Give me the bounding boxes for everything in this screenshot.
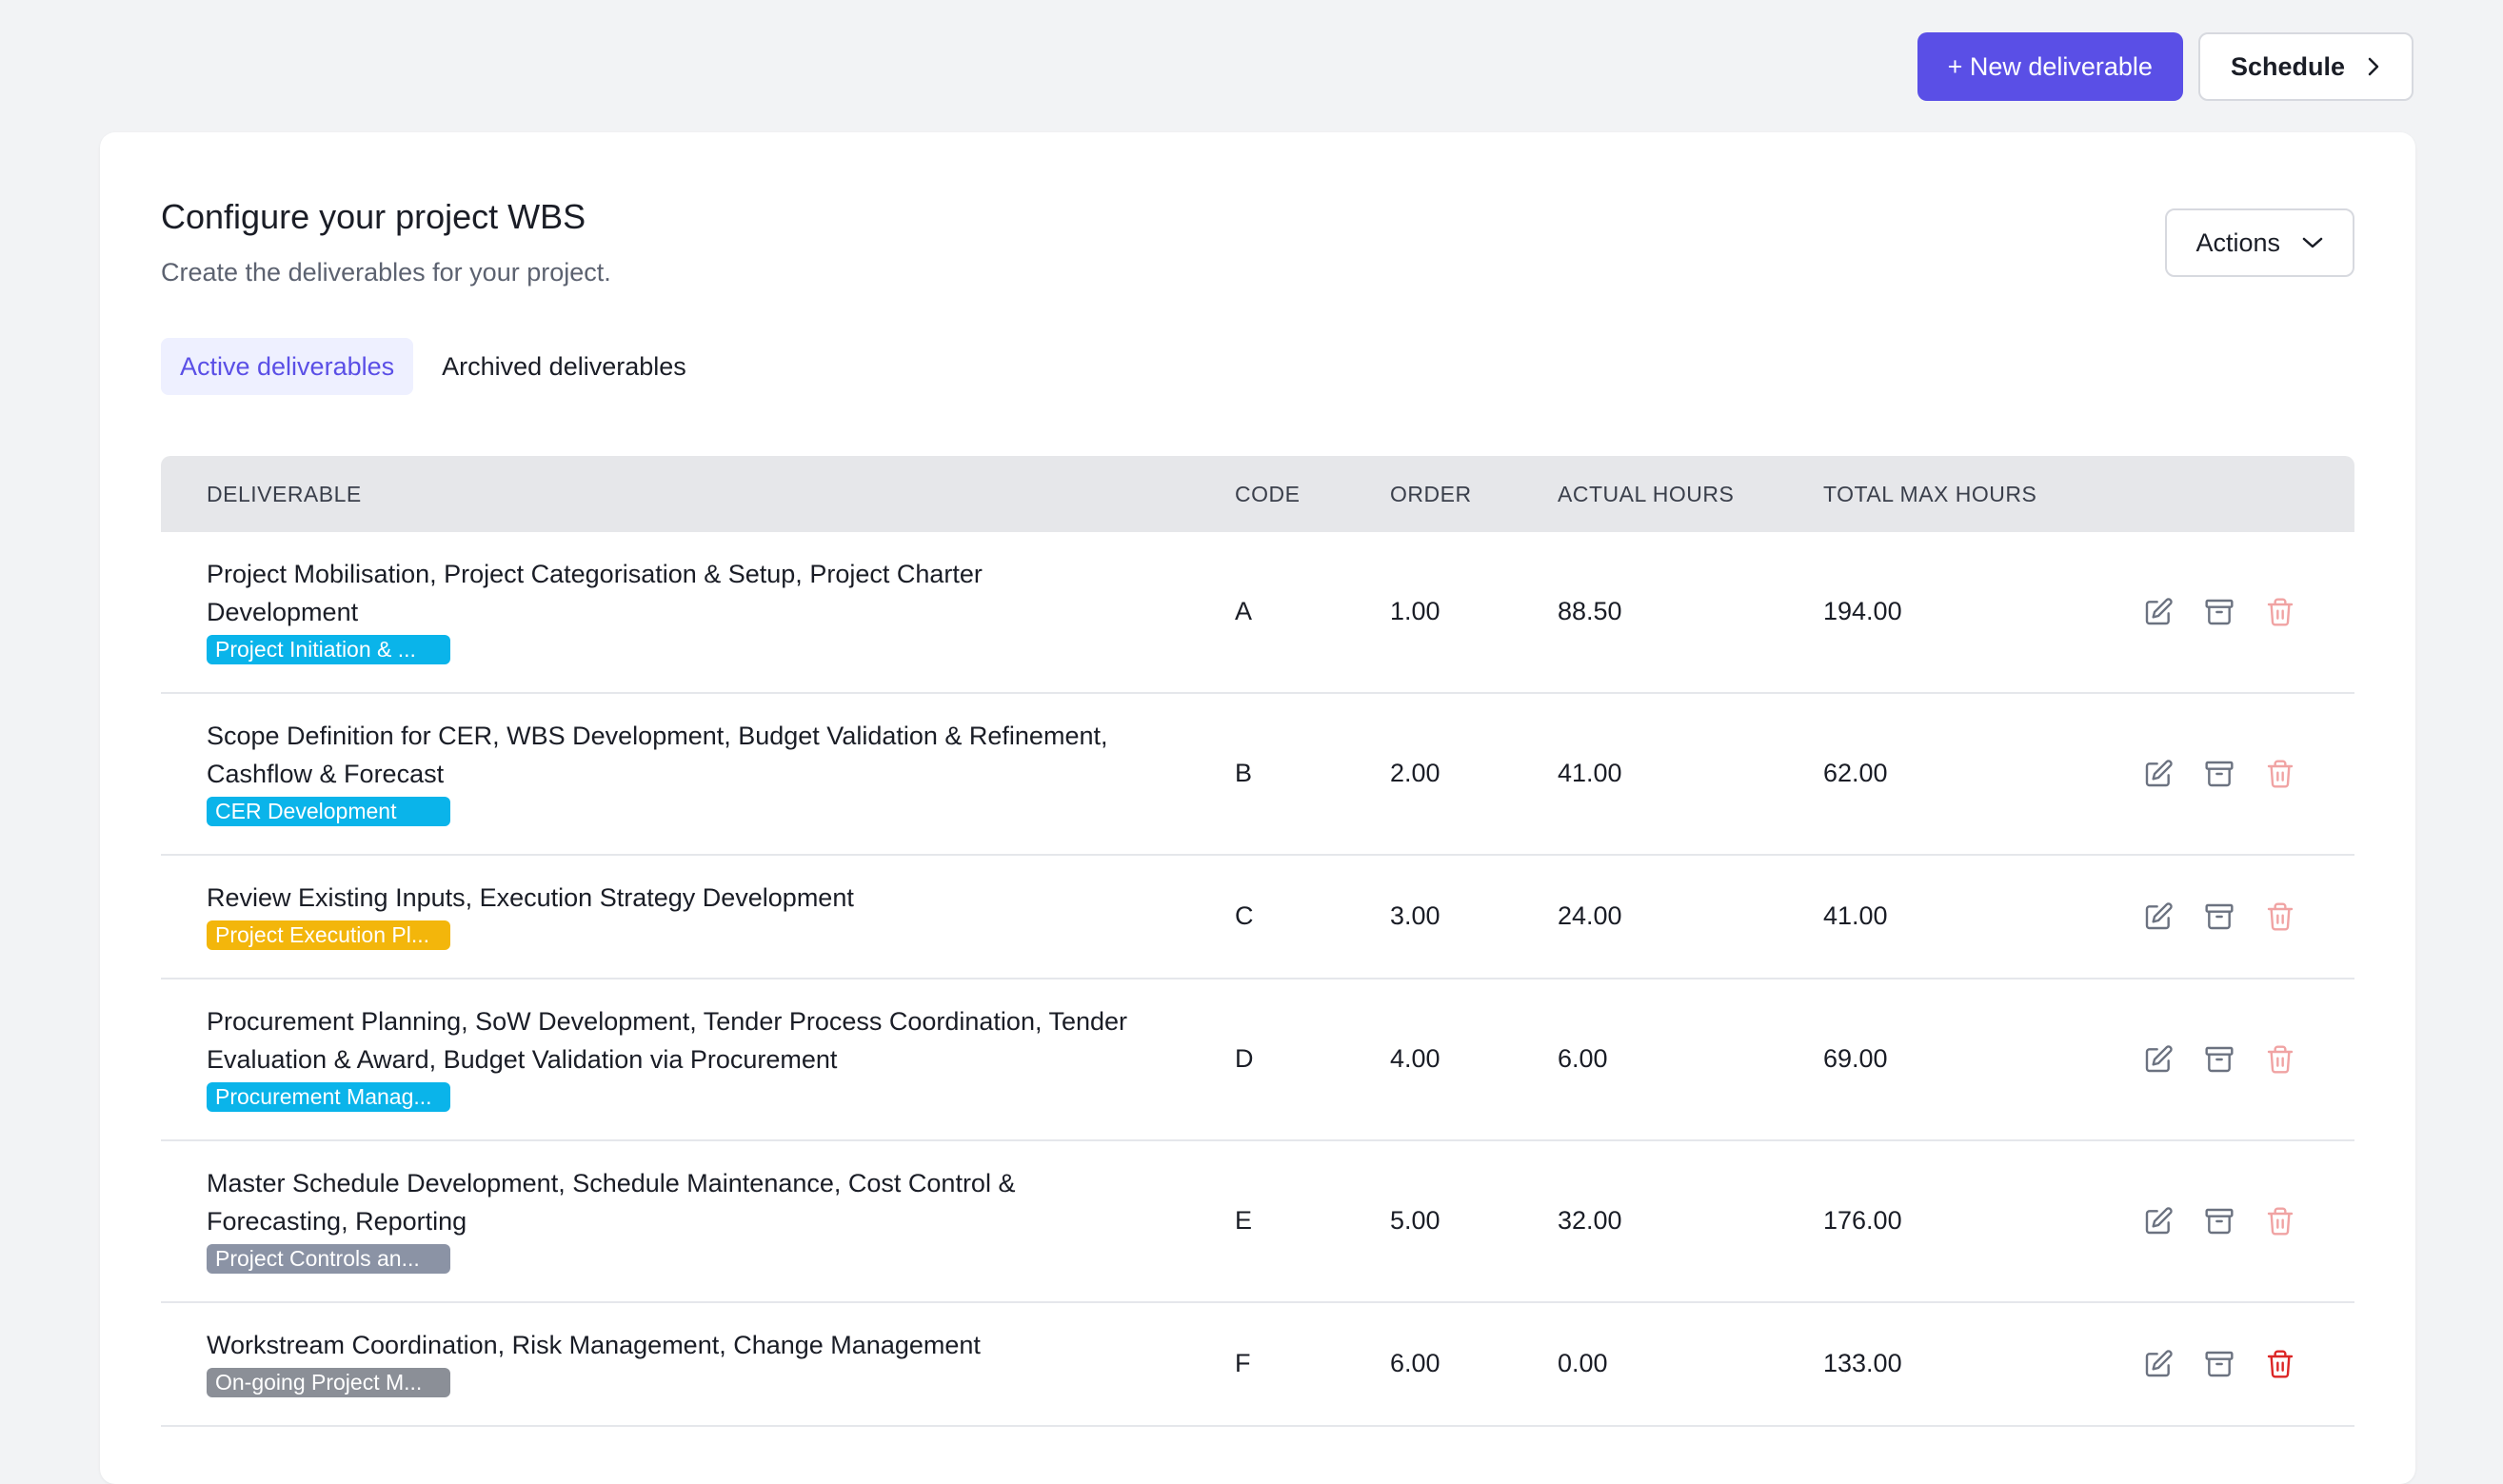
column-header-actual-hours: ACTUAL HOURS [1558, 482, 1735, 506]
table-header: DELIVERABLE CODE ORDER ACTUAL HOURS TOTA… [161, 456, 2354, 532]
deliverable-cell: Scope Definition for CER, WBS Developmen… [207, 717, 1140, 831]
schedule-button[interactable]: Schedule [2197, 32, 2414, 101]
table-body: Project Mobilisation, Project Categorisa… [161, 532, 2354, 1427]
page-subtitle: Create the deliverables for your project… [161, 258, 611, 287]
deliverable-cell: Review Existing Inputs, Execution Strate… [207, 879, 1140, 955]
column-header-code: CODE [1235, 482, 1301, 506]
row-actions [2143, 1349, 2295, 1379]
trash-icon[interactable] [2265, 1349, 2295, 1379]
edit-icon[interactable] [2143, 759, 2174, 789]
archive-icon[interactable] [2204, 759, 2235, 789]
total-max-hours-cell: 194.00 [1823, 597, 1902, 625]
deliverable-category-tag: CER Development [207, 797, 450, 826]
deliverable-category-tag: Project Execution Pl... [207, 920, 450, 950]
code-cell: C [1235, 901, 1254, 930]
column-header-total-max-hours: TOTAL MAX HOURS [1823, 482, 2037, 506]
total-max-hours-cell: 62.00 [1823, 759, 1888, 787]
edit-icon[interactable] [2143, 901, 2174, 932]
new-deliverable-label: + New deliverable [1947, 51, 2153, 81]
actual-hours-cell: 6.00 [1558, 1044, 1608, 1073]
total-max-hours-cell: 133.00 [1823, 1349, 1902, 1377]
row-actions [2143, 901, 2295, 932]
row-actions [2143, 597, 2295, 627]
actual-hours-cell: 88.50 [1558, 597, 1622, 625]
order-cell: 3.00 [1390, 901, 1440, 930]
code-cell: D [1235, 1044, 1254, 1073]
table-row: Scope Definition for CER, WBS Developmen… [161, 694, 2354, 856]
schedule-label: Schedule [2230, 51, 2345, 81]
archive-icon[interactable] [2204, 1349, 2235, 1379]
actual-hours-cell: 24.00 [1558, 901, 1622, 930]
code-cell: B [1235, 759, 1253, 787]
row-actions [2143, 1206, 2295, 1237]
table-row: Master Schedule Development, Schedule Ma… [161, 1141, 2354, 1303]
table-row: Project Mobilisation, Project Categorisa… [161, 532, 2354, 694]
column-header-order: ORDER [1390, 482, 1472, 506]
total-max-hours-cell: 176.00 [1823, 1206, 1902, 1235]
deliverable-tabs: Active deliverables Archived deliverable… [161, 338, 705, 395]
archive-icon[interactable] [2204, 901, 2235, 932]
order-cell: 2.00 [1390, 759, 1440, 787]
deliverable-category-tag: Procurement Manag... [207, 1082, 450, 1112]
deliverable-cell: Project Mobilisation, Project Categorisa… [207, 555, 1140, 669]
actual-hours-cell: 0.00 [1558, 1349, 1608, 1377]
actual-hours-cell: 41.00 [1558, 759, 1622, 787]
archive-icon[interactable] [2204, 1044, 2235, 1075]
trash-icon[interactable] [2265, 1044, 2295, 1075]
wbs-card: Configure your project WBS Create the de… [100, 132, 2415, 1484]
table-row: Review Existing Inputs, Execution Strate… [161, 856, 2354, 979]
order-cell: 6.00 [1390, 1349, 1440, 1377]
deliverable-name: Scope Definition for CER, WBS Developmen… [207, 722, 1108, 788]
archive-icon[interactable] [2204, 1206, 2235, 1237]
chevron-right-icon [2368, 57, 2379, 76]
deliverable-name: Project Mobilisation, Project Categorisa… [207, 560, 983, 626]
table-row: Workstream Coordination, Risk Management… [161, 1303, 2354, 1427]
actual-hours-cell: 32.00 [1558, 1206, 1622, 1235]
chevron-down-icon [2302, 237, 2323, 248]
trash-icon[interactable] [2265, 759, 2295, 789]
order-cell: 5.00 [1390, 1206, 1440, 1235]
edit-icon[interactable] [2143, 597, 2174, 627]
edit-icon[interactable] [2143, 1349, 2174, 1379]
deliverable-category-tag: Project Controls an... [207, 1244, 450, 1274]
trash-icon[interactable] [2265, 597, 2295, 627]
archive-icon[interactable] [2204, 597, 2235, 627]
new-deliverable-button[interactable]: + New deliverable [1917, 32, 2183, 101]
order-cell: 1.00 [1390, 597, 1440, 625]
deliverable-name: Procurement Planning, SoW Development, T… [207, 1007, 1128, 1074]
deliverable-cell: Master Schedule Development, Schedule Ma… [207, 1164, 1140, 1278]
deliverable-category-tag: On-going Project M... [207, 1368, 450, 1397]
deliverable-name: Review Existing Inputs, Execution Strate… [207, 883, 854, 912]
row-actions [2143, 1044, 2295, 1075]
tab-active-deliverables[interactable]: Active deliverables [161, 338, 414, 395]
page-title: Configure your project WBS [161, 197, 586, 236]
column-header-deliverable: DELIVERABLE [207, 482, 362, 506]
row-actions [2143, 759, 2295, 789]
deliverable-cell: Workstream Coordination, Risk Management… [207, 1326, 1140, 1402]
actions-dropdown[interactable]: Actions [2165, 208, 2354, 277]
deliverable-name: Master Schedule Development, Schedule Ma… [207, 1169, 1016, 1236]
edit-icon[interactable] [2143, 1044, 2174, 1075]
trash-icon[interactable] [2265, 1206, 2295, 1237]
actions-label: Actions [2195, 228, 2280, 257]
order-cell: 4.00 [1390, 1044, 1440, 1073]
deliverables-table: DELIVERABLE CODE ORDER ACTUAL HOURS TOTA… [161, 456, 2354, 1427]
code-cell: F [1235, 1349, 1251, 1377]
trash-icon[interactable] [2265, 901, 2295, 932]
deliverable-category-tag: Project Initiation & ... [207, 635, 450, 664]
code-cell: A [1235, 597, 1253, 625]
deliverable-name: Workstream Coordination, Risk Management… [207, 1331, 981, 1359]
top-toolbar: + New deliverable Schedule [1917, 32, 2414, 101]
tab-archived-deliverables[interactable]: Archived deliverables [442, 351, 686, 381]
edit-icon[interactable] [2143, 1206, 2174, 1237]
table-row: Procurement Planning, SoW Development, T… [161, 979, 2354, 1141]
code-cell: E [1235, 1206, 1253, 1235]
total-max-hours-cell: 69.00 [1823, 1044, 1888, 1073]
total-max-hours-cell: 41.00 [1823, 901, 1888, 930]
deliverable-cell: Procurement Planning, SoW Development, T… [207, 1002, 1140, 1117]
